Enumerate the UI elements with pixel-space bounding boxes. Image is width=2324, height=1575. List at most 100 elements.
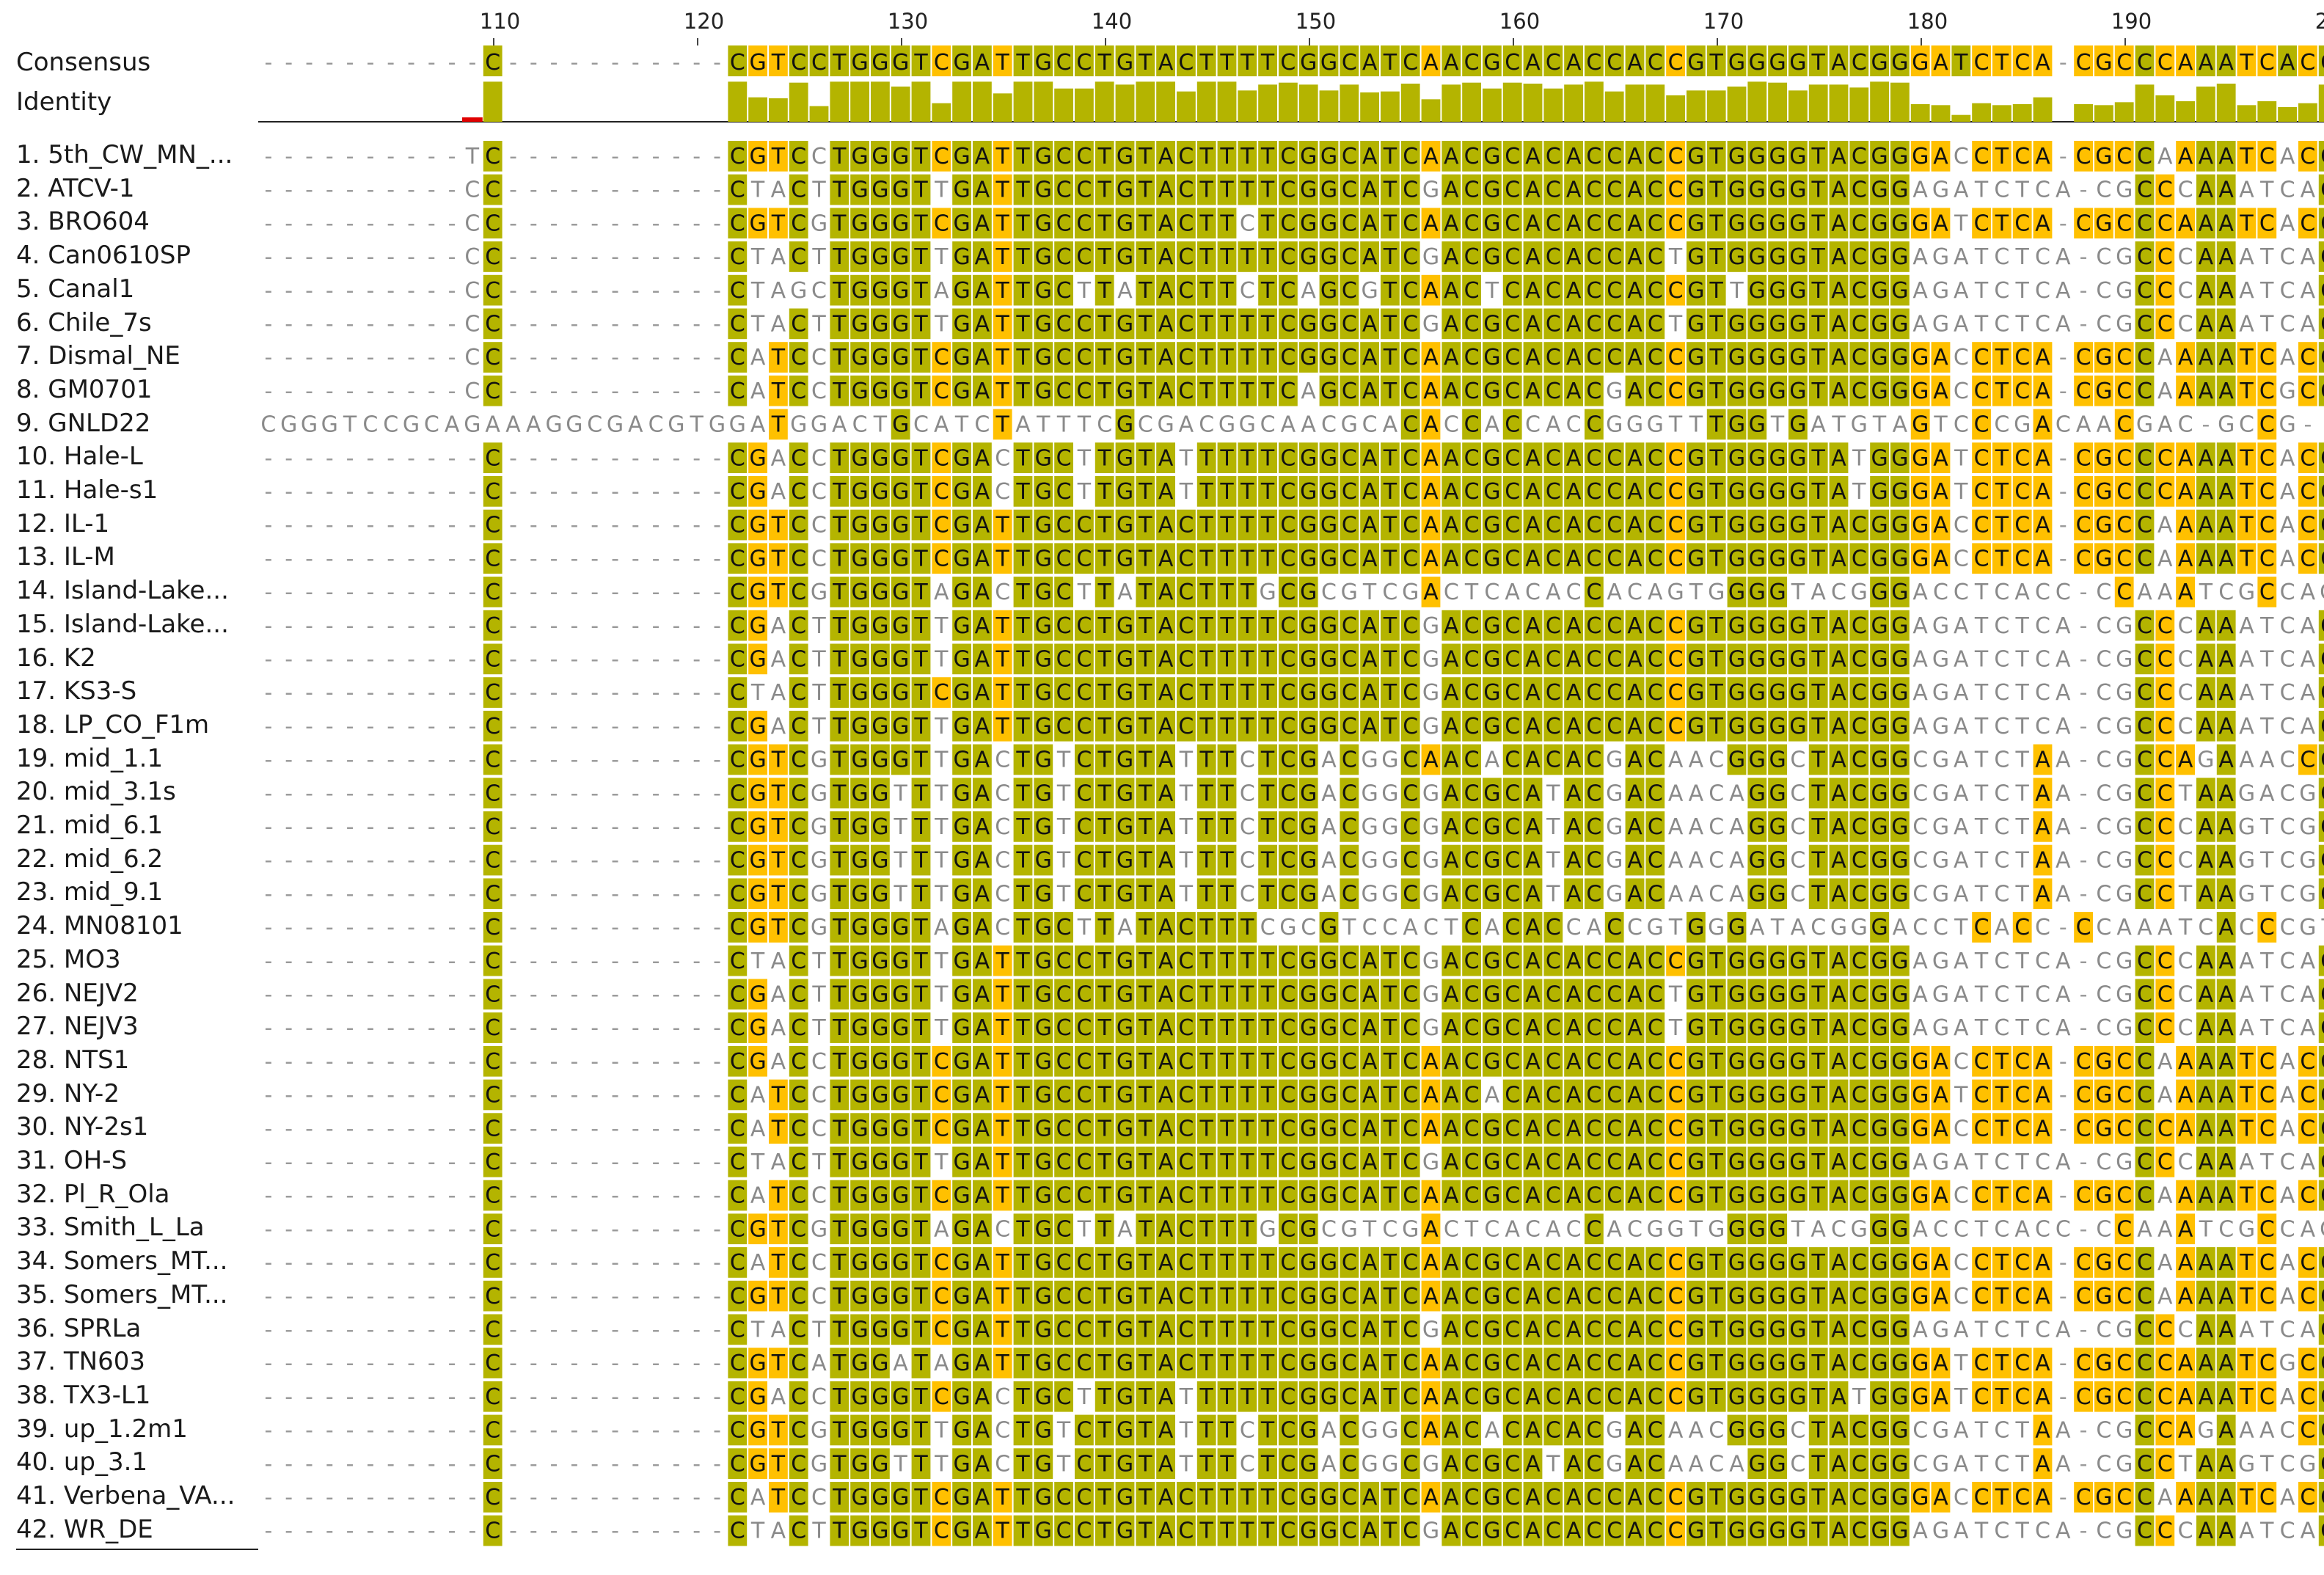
alignment-gap: - bbox=[264, 580, 272, 605]
sequence-label[interactable]: 12. IL-1 bbox=[16, 507, 109, 541]
sequence-label[interactable]: 30. NY-2s1 bbox=[16, 1110, 148, 1144]
identity-bar bbox=[2216, 84, 2236, 122]
base-letter: G bbox=[2238, 580, 2255, 605]
alignment-gap: - bbox=[611, 848, 619, 874]
base-letter: T bbox=[1260, 714, 1275, 739]
base-letter: A bbox=[771, 680, 786, 706]
base-letter: G bbox=[1687, 714, 1704, 739]
sequence-label[interactable]: 22. mid_6.2 bbox=[16, 842, 163, 876]
base-letter: T bbox=[1709, 613, 1724, 639]
base-letter: T bbox=[1974, 881, 1989, 907]
sequence-label[interactable]: 10. Hale-L bbox=[16, 439, 143, 473]
sequence-label[interactable]: 13. IL-M bbox=[16, 540, 115, 574]
base-letter: G bbox=[1769, 580, 1786, 605]
base-letter: A bbox=[1831, 748, 1846, 773]
sequence-label[interactable]: 17. KS3-S bbox=[16, 674, 136, 708]
alignment-gap: - bbox=[693, 982, 701, 1008]
alignment-gap: - bbox=[387, 881, 395, 907]
sequence-label[interactable]: 37. TN603 bbox=[16, 1345, 145, 1378]
sequence-label[interactable]: 11. Hale-s1 bbox=[16, 473, 158, 507]
sequence-label[interactable]: 32. Pl_R_Ola bbox=[16, 1177, 170, 1211]
sequence-label[interactable]: 27. NEJV3 bbox=[16, 1009, 139, 1043]
sequence-label[interactable]: 7. Dismal_NE bbox=[16, 339, 180, 373]
base-letter: C bbox=[1342, 445, 1357, 471]
base-letter: G bbox=[1871, 848, 1888, 874]
sequence-label[interactable]: 29. NY-2 bbox=[16, 1077, 120, 1111]
sequence-label[interactable]: 24. MN08101 bbox=[16, 909, 183, 943]
sequence-label[interactable]: 2. ATCV-1 bbox=[16, 172, 135, 205]
base-letter: G bbox=[953, 915, 970, 940]
sequence-label[interactable]: 25. MO3 bbox=[16, 943, 121, 976]
base-letter: C bbox=[2320, 312, 2324, 337]
sequence-label[interactable]: 33. Smith_L_La bbox=[16, 1210, 205, 1244]
base-letter: T bbox=[1015, 445, 1030, 471]
base-letter: G bbox=[1422, 848, 1439, 874]
sequence-label[interactable]: 42. WR_DE bbox=[16, 1513, 153, 1546]
alignment-gap: - bbox=[713, 881, 721, 907]
sequence-label[interactable]: 35. Somers_MT... bbox=[16, 1278, 228, 1312]
sequence-label[interactable]: 40. up_3.1 bbox=[16, 1445, 147, 1479]
sequence-label[interactable]: 20. mid_3.1s bbox=[16, 775, 176, 808]
base-letter: C bbox=[2320, 379, 2324, 404]
sequence-label[interactable]: 4. Can0610SP bbox=[16, 238, 191, 272]
base-letter: G bbox=[1932, 613, 1949, 639]
sequence-label[interactable]: 31. OH-S bbox=[16, 1144, 127, 1177]
base-letter: C bbox=[2116, 345, 2132, 370]
alignment-gap: - bbox=[366, 345, 374, 370]
sequence-label[interactable]: 36. SPRLa bbox=[16, 1312, 141, 1345]
base-letter: C bbox=[1505, 244, 1520, 270]
base-letter: A bbox=[1158, 881, 1174, 907]
base-letter: T bbox=[1383, 278, 1397, 304]
sequence-label[interactable]: 23. mid_9.1 bbox=[16, 875, 163, 909]
sequence-label[interactable]: 5. Canal1 bbox=[16, 272, 134, 306]
alignment-gap: - bbox=[264, 1015, 272, 1041]
base-letter: T bbox=[1015, 144, 1030, 169]
ruler-tick-label: 200 bbox=[2315, 9, 2324, 34]
sequence-label[interactable]: 9. GNLD22 bbox=[16, 406, 150, 440]
sequence-label[interactable]: 39. up_1.2m1 bbox=[16, 1412, 188, 1446]
alignment-gap: - bbox=[326, 379, 334, 404]
base-letter: G bbox=[2095, 211, 2112, 236]
sequence-label[interactable]: 38. TX3-L1 bbox=[16, 1378, 150, 1412]
alignment-gap: - bbox=[407, 714, 415, 739]
sequence-label[interactable]: 6. Chile_7s bbox=[16, 306, 152, 340]
base-letter: T bbox=[1811, 211, 1826, 236]
base-letter: G bbox=[2197, 748, 2214, 773]
base-letter: C bbox=[485, 513, 500, 538]
sequence-label[interactable]: 19. mid_1.1 bbox=[16, 742, 163, 775]
base-letter: T bbox=[1729, 278, 1744, 304]
alignment-gap: - bbox=[713, 949, 721, 974]
base-letter: C bbox=[2056, 580, 2071, 605]
sequence-label[interactable]: 18. LP_CO_F1m bbox=[16, 708, 209, 742]
alignment-gap: - bbox=[693, 178, 701, 203]
sequence-label[interactable]: 34. Somers_MT... bbox=[16, 1244, 228, 1278]
base-letter: A bbox=[1158, 915, 1174, 940]
sequence-label[interactable]: 3. BRO604 bbox=[16, 205, 150, 238]
sequence-label[interactable]: 26. NEJV2 bbox=[16, 976, 139, 1010]
sequence-label[interactable]: 28. NTS1 bbox=[16, 1043, 129, 1077]
base-letter: C bbox=[1648, 848, 1663, 874]
sequence-label[interactable]: 16. K2 bbox=[16, 641, 96, 675]
base-letter: T bbox=[1260, 949, 1275, 974]
base-letter: A bbox=[1831, 244, 1846, 270]
base-letter: C bbox=[2320, 211, 2324, 236]
sequence-label[interactable]: 41. Verbena_VA... bbox=[16, 1479, 235, 1513]
sequence-label[interactable]: 21. mid_6.1 bbox=[16, 808, 163, 842]
sequence-label[interactable]: 15. Island-Lake... bbox=[16, 607, 229, 641]
base-letter: C bbox=[1994, 781, 2009, 806]
base-letter: C bbox=[485, 647, 500, 673]
sequence-label[interactable]: 14. Island-Lake... bbox=[16, 574, 229, 607]
consensus-base: C bbox=[1403, 50, 1418, 76]
base-letter: G bbox=[1483, 1049, 1500, 1075]
base-letter: T bbox=[1097, 814, 1112, 840]
base-letter: A bbox=[1423, 345, 1439, 370]
sequence-label[interactable]: 8. GM0701 bbox=[16, 373, 152, 406]
base-letter: A bbox=[1912, 613, 1928, 639]
base-letter: C bbox=[2035, 580, 2050, 605]
base-letter: C bbox=[1994, 278, 2009, 304]
base-letter: G bbox=[953, 312, 970, 337]
ruler-tick-label: 180 bbox=[1907, 9, 1948, 34]
base-letter: C bbox=[2076, 144, 2091, 169]
alignment-gap: - bbox=[2080, 178, 2088, 203]
sequence-label[interactable]: 1. 5th_CW_MN_... bbox=[16, 138, 233, 172]
